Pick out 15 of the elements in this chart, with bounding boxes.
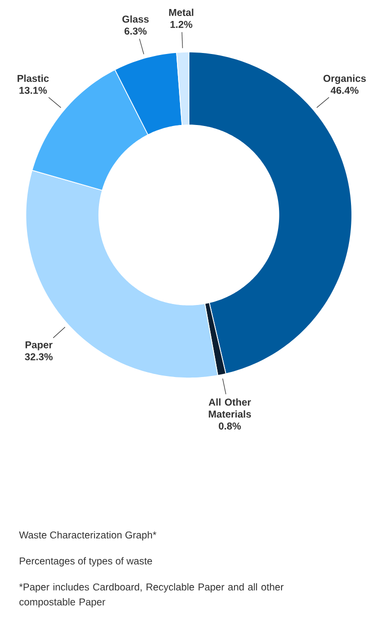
slice-label: Plastic bbox=[18, 74, 49, 82]
data-label: 1.2% bbox=[170, 20, 192, 28]
data-label: 0.8% bbox=[218, 422, 242, 430]
data-label: 6.3% bbox=[124, 28, 147, 35]
slice-label: Glass bbox=[122, 15, 149, 23]
data-label: 13.1% bbox=[20, 86, 48, 94]
text: Waste Characterization Graph* bbox=[19, 531, 157, 540]
text: Percentages of types of waste bbox=[20, 557, 152, 566]
slice-label: Organics bbox=[324, 74, 366, 84]
data-label: 32.3% bbox=[25, 353, 53, 360]
slice-label: Metal bbox=[169, 8, 194, 16]
slice-label: Paper bbox=[26, 341, 53, 350]
text: *Paper includes Cardboard, Recyclable Paper and all other compostable Paper bbox=[19, 583, 284, 608]
data-label: 46.4% bbox=[330, 86, 359, 94]
slice-label: All Other Materials bbox=[208, 398, 252, 418]
